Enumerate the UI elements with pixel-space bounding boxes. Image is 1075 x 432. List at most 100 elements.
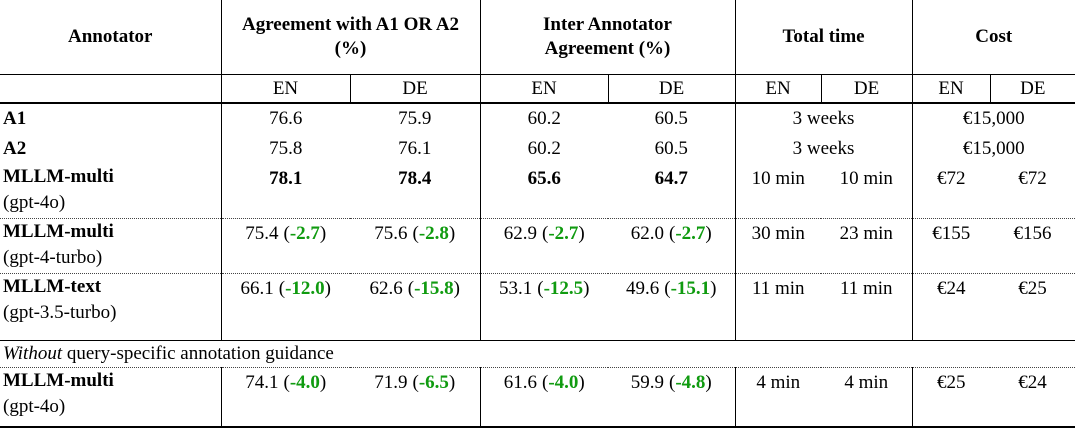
paren-close: ): [453, 278, 460, 299]
cell-cost-en: €24: [911, 273, 991, 341]
annotator-model: (gpt-4o): [3, 192, 66, 213]
row-label: MLLM-text (gpt-3.5-turbo): [0, 273, 221, 341]
note-emphasis: Without: [3, 343, 63, 364]
delta-value: -4.0: [289, 372, 320, 393]
table-row-mllm-multi-gpt4o-noguidance: MLLM-multi (gpt-4o) 74.1 (-4.0) 71.9 (-6.5…: [0, 367, 1075, 428]
annotator-model: (gpt-4-turbo): [3, 247, 103, 268]
cell-iaa-en: 53.1 (-12.5): [479, 273, 609, 341]
cell-total-time: 3 weeks: [734, 134, 913, 164]
cell-iaa-de: 60.5: [654, 138, 688, 159]
row-label: A2: [0, 134, 221, 164]
cell-time-de: 4 min: [821, 367, 913, 428]
paren-close: ): [705, 223, 712, 244]
cell-agreement-en: 66.1 (-12.0): [220, 273, 350, 341]
cell-time-de: 23 min: [821, 218, 913, 274]
header-cost-group: Cost: [911, 0, 1075, 75]
value: 61.6: [503, 372, 538, 393]
value: 66.1: [240, 278, 274, 299]
value: 62.0: [630, 223, 665, 244]
header-annotator-spacer: [0, 74, 221, 104]
table-row-a1: A1 76.6 75.9 60.2 60.5 3 weeks €15,000: [0, 103, 1075, 134]
paren-open: (: [669, 372, 676, 393]
subheader-agreement-en: EN: [220, 74, 350, 104]
header-annotator: Annotator: [0, 0, 221, 75]
annotator-name: MLLM-multi: [3, 221, 114, 242]
cell-agreement-de: 62.6 (-15.8): [350, 273, 481, 341]
annotator-model: (gpt-4o): [3, 396, 66, 417]
paren-open: (: [283, 223, 290, 244]
paren-open: (: [412, 372, 419, 393]
cell-cost: €15,000: [911, 134, 1075, 164]
value: 53.1: [499, 278, 533, 299]
value: 75.4: [245, 223, 279, 244]
cell-agreement-en: 78.1: [220, 164, 350, 219]
paren-open: (: [283, 372, 290, 393]
cell-cost-en: €155: [911, 218, 991, 274]
note-text: query-specific annotation guidance: [62, 343, 334, 364]
cell-iaa-de: 59.9 (-4.8): [608, 367, 736, 428]
delta-value: -2.7: [289, 223, 320, 244]
paren-close: ): [319, 223, 327, 244]
table-row-mllm-multi-gpt4turbo: MLLM-multi (gpt-4-turbo) 75.4 (-2.7) 75.6…: [0, 218, 1075, 274]
delta-value: -15.8: [414, 278, 454, 299]
cell-agreement-en: 76.6: [220, 103, 350, 134]
value: 71.9: [374, 372, 408, 393]
paren-open: (: [542, 223, 549, 244]
cell-agreement-en: 75.4 (-2.7): [220, 218, 350, 274]
value: 62.9: [503, 223, 538, 244]
subheader-iaa-de: DE: [607, 74, 736, 104]
paren-close: ): [448, 372, 456, 393]
cell-agreement-de: 76.1: [398, 138, 432, 159]
cell-cost-de: €24: [990, 367, 1075, 428]
subheader-cost-de: DE: [989, 74, 1075, 104]
delta-value: -2.8: [418, 223, 449, 244]
cell-agreement-en: 74.1 (-4.0): [220, 367, 350, 428]
paren-close: ): [578, 223, 585, 244]
cell-time-en: 30 min: [734, 218, 822, 274]
value: 49.6: [626, 278, 660, 299]
cell-time-de: 11 min: [821, 273, 913, 341]
paren-close: ): [319, 372, 327, 393]
delta-value: -6.5: [418, 372, 449, 393]
subheader-time-en: EN: [734, 74, 822, 104]
cell-iaa-en: 62.9 (-2.7): [479, 218, 609, 274]
cell-iaa-en: 61.6 (-4.0): [479, 367, 609, 428]
row-label: MLLM-multi (gpt-4-turbo): [0, 218, 221, 274]
cell-cost-en: €25: [911, 367, 991, 428]
annotator-name: MLLM-multi: [3, 166, 114, 187]
delta-value: -4.8: [675, 372, 706, 393]
row-label: A1: [0, 103, 221, 134]
section-note: Without query-specific annotation guidan…: [0, 340, 1075, 368]
paren-open: (: [664, 278, 671, 299]
cell-cost: €15,000: [911, 103, 1075, 134]
paren-close: ): [324, 278, 331, 299]
subheader-cost-en: EN: [911, 74, 991, 104]
annotator-name: MLLM-multi: [3, 370, 114, 391]
cell-agreement-de: 75.6 (-2.8): [350, 218, 481, 274]
annotator-model: (gpt-3.5-turbo): [3, 302, 117, 323]
cell-cost-de: €156: [990, 218, 1075, 274]
table-row-mllm-multi-gpt4o: MLLM-multi (gpt-4o) 78.1 78.4 65.6 64.7 …: [0, 164, 1075, 219]
value: 75.6: [374, 223, 408, 244]
cell-time-de: 10 min: [821, 164, 913, 219]
cell-agreement-en: 75.8: [220, 134, 350, 164]
paren-close: ): [448, 223, 456, 244]
paren-open: (: [412, 223, 419, 244]
table-row-mllm-text-gpt35turbo: MLLM-text (gpt-3.5-turbo) 66.1 (-12.0) 62…: [0, 273, 1075, 341]
row-label: MLLM-multi (gpt-4o): [0, 164, 221, 219]
cell-time-en: 4 min: [734, 367, 822, 428]
value: 62.6: [369, 278, 403, 299]
subheader-iaa-en: EN: [479, 74, 609, 104]
cell-agreement-de: 78.4: [350, 164, 481, 219]
header-agreement-group: Agreement with A1 OR A2 (%): [220, 0, 481, 75]
paren-open: (: [542, 372, 549, 393]
cell-iaa-de: 64.7: [608, 164, 736, 219]
paren-close: ): [583, 278, 590, 299]
delta-value: -15.1: [670, 278, 711, 299]
delta-value: -12.0: [285, 278, 325, 299]
cell-agreement-de: 71.9 (-6.5): [350, 367, 481, 428]
cell-time-en: 10 min: [734, 164, 822, 219]
cell-iaa-en: 65.6: [479, 164, 609, 219]
cell-iaa-de: 49.6 (-15.1): [608, 273, 736, 341]
